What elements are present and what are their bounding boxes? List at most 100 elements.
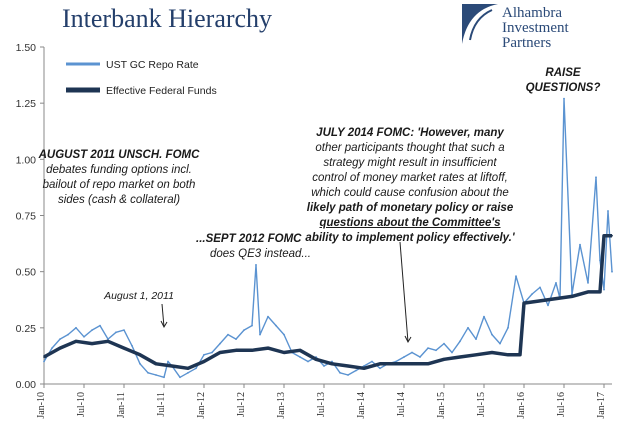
data-point [235,349,237,352]
data-point [275,324,277,327]
x-tick-label: Jan-12 [196,392,207,419]
data-point [379,362,381,365]
y-tick-label: 1.50 [16,42,37,54]
data-point [43,360,45,363]
brand-logo: Alhambra Investment Partners [462,4,632,52]
y-tick-label: 1.00 [16,154,37,166]
data-point [51,347,53,349]
annotation-arrowhead [160,320,168,329]
legend-label: UST GC Repo Rate [106,59,199,71]
data-point [139,353,141,356]
data-point [299,356,301,358]
data-point [75,326,77,329]
data-point [587,282,589,284]
data-point [255,264,257,266]
data-point [379,367,381,370]
annotation-aug2011: AUGUST 2011 UNSCH. FOMC debates funding … [34,148,204,208]
data-point [603,234,605,237]
data-point [211,351,213,354]
data-point [187,367,189,370]
chart-title: Interbank Hierarchy [62,4,273,33]
annotation-july2014-line-7: questions about the Committee's [319,217,501,229]
x-tick-label: Jan-14 [356,392,367,419]
annotation-sept2012-line-2: does QE3 instead... [210,248,312,260]
data-point [563,97,565,100]
data-point [163,376,165,379]
y-tick-label: 1.25 [16,98,37,110]
data-point [459,340,461,343]
data-point [467,326,469,329]
data-point [611,270,613,273]
data-point [91,342,93,345]
data-point [75,340,77,343]
chart-legend: UST GC Repo Rate Effective Federal Funds [66,59,217,97]
annotation-arrowhead [404,335,412,344]
annotation-aug2011-line-2: debates funding options incl. [46,164,192,176]
chart-axes: 0.00 0.25 0.50 0.75 1.00 1.25 1.50 Jan-10 Jul-10… [16,42,612,419]
data-point [499,342,501,345]
data-point [491,333,493,336]
annotation-aug1-line-1: August 1, 2011 [104,290,174,302]
data-point [107,340,109,343]
annotation-july2014-line-6: likely path of monetary policy or raise [306,202,514,214]
data-point [235,338,237,340]
data-point [599,291,601,293]
data-point [243,329,245,331]
annotation-july2014-line-5: which could cause confusion about the [311,187,509,199]
data-point [179,376,181,379]
data-point [203,353,205,356]
data-point [123,329,125,331]
annotation-raise: RAISE QUESTIONS? [508,66,618,96]
data-point [99,324,101,327]
data-point [419,356,421,358]
data-point [603,288,605,291]
data-point [607,210,609,212]
data-point [515,275,517,278]
data-point [167,360,169,363]
x-tick-label: Jul-15 [476,392,487,417]
data-point [187,371,189,374]
data-point [371,360,373,363]
x-tick-label: Jan-16 [516,392,527,419]
data-point [83,335,85,338]
legend-label: Effective Federal Funds [106,85,217,97]
chart-series [43,97,613,379]
y-tick-label: 0.00 [16,379,37,391]
data-point [59,347,61,349]
data-point [331,362,333,365]
data-point [547,304,549,307]
data-point [599,259,601,262]
data-point [611,234,613,237]
data-point [307,360,309,363]
data-point [395,362,397,365]
x-tick-label: Jan-10 [36,392,47,419]
data-point [107,338,109,340]
annotation-arrow [161,303,165,328]
data-point [507,326,509,329]
annotation-july2014-line-8: ability to implement policy effectively.… [305,232,515,244]
data-point [507,353,509,356]
data-point [587,291,589,293]
x-tick-label: Jan-13 [276,392,287,419]
annotation-sept2012: ...SEPT 2012 FOMC does QE3 instead... [196,232,326,262]
data-point [123,347,125,349]
x-tick-label: Jan-17 [596,392,607,419]
data-point [219,351,221,354]
data-point [427,347,429,349]
logo-line-3: Partners [502,35,552,51]
data-point [475,338,477,340]
annotation-aug1: August 1, 2011 [94,289,184,304]
annotation-july2014-line-4: control of money market rates at liftoff… [312,172,508,184]
data-point [171,365,173,367]
annotation-july2014-line-1: JULY 2014 FOMC: 'However, many [316,127,504,139]
y-tick-label: 0.25 [16,323,37,335]
x-tick-label: Jul-13 [316,392,327,417]
data-point [555,297,557,300]
data-point [267,347,269,349]
logo-line-1: Alhambra [502,5,562,21]
data-point [579,243,581,246]
data-point [531,293,533,295]
data-point [139,362,141,365]
annotation-aug2011-line-3: bailout of repo market on both [42,179,196,191]
annotation-aug2011-line-1: AUGUST 2011 UNSCH. FOMC [38,149,200,161]
